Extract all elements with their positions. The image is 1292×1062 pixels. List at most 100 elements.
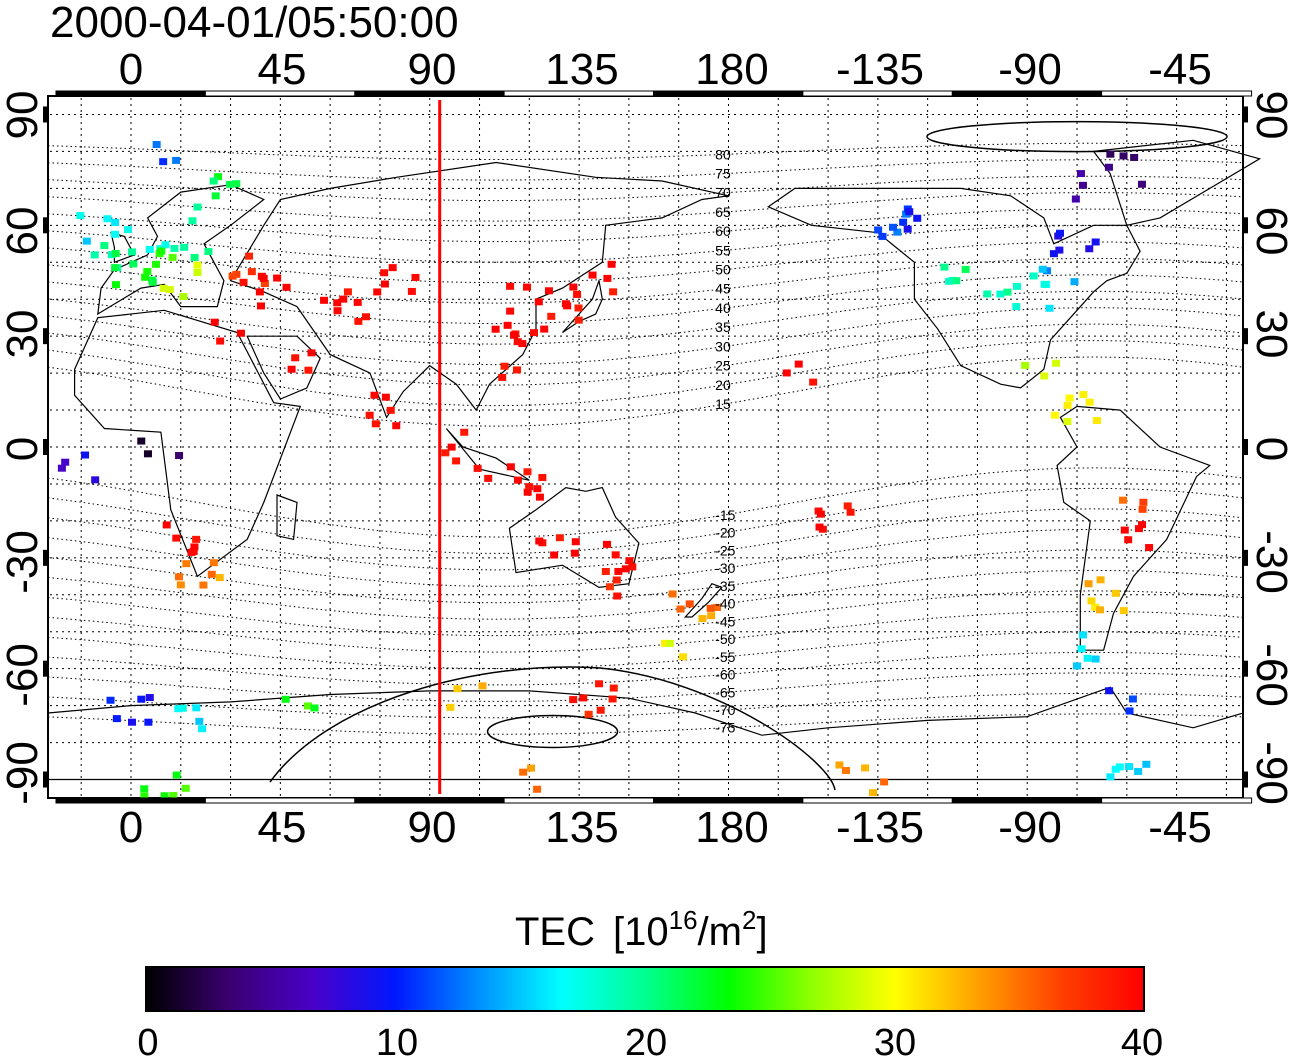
colorbar-ticks: 0 10 20 30 40 (137, 1022, 1163, 1062)
magnetic-contour (47, 241, 1244, 284)
tec-observation-patch (525, 483, 534, 491)
contour-label: -65 (715, 684, 735, 700)
colorbar-tick-label: 40 (1121, 1022, 1163, 1057)
left-lat-label: -90 (0, 741, 47, 805)
tec-observation-patch (282, 283, 291, 291)
frame-tick-right (1243, 106, 1248, 123)
contour-label: 50 (715, 262, 731, 278)
tec-observation-patch (996, 290, 1005, 298)
contour-label: -35 (715, 578, 735, 594)
tec-observation-patch (676, 605, 685, 613)
tec-observation-patch (216, 337, 225, 345)
frame-tick-bottom (652, 797, 804, 804)
coastline-nz (683, 582, 723, 618)
south-contour-solid (269, 666, 836, 791)
tec-observation-patch (172, 156, 181, 164)
tec-observation-patch (713, 603, 722, 611)
tec-observation-patch (573, 290, 582, 298)
top-lon-axis: 0 45 90 135 180 -135 -90 -45 (119, 45, 1212, 94)
tec-observation-patch (880, 778, 889, 786)
tec-observation-patch (1096, 576, 1105, 584)
tec-observation-patch (307, 349, 316, 357)
tec-observation-patch (535, 537, 544, 545)
contour-label: 15 (715, 396, 731, 412)
tec-observation-patch (144, 718, 153, 726)
tec-observation-patch (1134, 767, 1143, 775)
tec-observation-patch (1065, 394, 1074, 402)
frame-tick-bottom (55, 797, 207, 804)
frame-tick-bottom (802, 797, 954, 804)
tec-observation-patch (245, 252, 254, 260)
tec-observation-patch (1091, 655, 1100, 663)
tec-observation-patch (903, 225, 912, 233)
tec-observation-patch (678, 653, 687, 661)
tec-observation-patch (354, 317, 363, 325)
tec-observation-patch (1043, 267, 1052, 275)
tec-observation-patch (595, 680, 604, 688)
tec-observation-patch (555, 534, 564, 542)
tec-observation-patch (1055, 246, 1064, 254)
tec-observation-patch (441, 449, 450, 457)
tec-observation-patch (1124, 536, 1133, 544)
tec-observation-patch (353, 298, 362, 306)
magnetic-latitude-contours (47, 120, 1244, 791)
tec-observation-patch (815, 523, 824, 531)
tec-observation-patch (257, 272, 266, 280)
contour-label: -40 (715, 596, 735, 612)
contour-label: 30 (715, 338, 731, 354)
magnetic-contour (47, 651, 1244, 686)
tec-observation-patch (1040, 372, 1049, 380)
tec-observation-patch (137, 695, 146, 703)
tec-observation-patch (503, 321, 512, 329)
tec-observation-patch (608, 695, 617, 703)
tec-observation-patch (1087, 597, 1096, 605)
tec-observation-patch (1078, 181, 1087, 189)
tec-observation-patch (140, 792, 149, 800)
tec-observation-patch (281, 695, 290, 703)
tec-observation-patch (1083, 654, 1092, 662)
timestamp-title: 2000-04-01/05:50:00 (50, 0, 459, 47)
tec-observation-patch (1084, 580, 1093, 588)
contour-label: 55 (715, 242, 731, 258)
left-lat-label: 60 (0, 207, 47, 256)
tec-observation-patch (535, 493, 544, 501)
tec-observation-patch (143, 450, 152, 458)
tec-observation-patch (513, 338, 522, 346)
tec-observation-patch (192, 535, 201, 543)
magnetic-contour (47, 208, 1244, 243)
tec-observation-patch (1003, 288, 1012, 296)
contour-label: 60 (715, 223, 731, 239)
tec-observation-patch (1050, 411, 1059, 419)
tec-observation-patch (1056, 229, 1065, 237)
tec-observation-patch (1085, 245, 1094, 253)
tec-observation-patch (214, 173, 223, 181)
top-lon-label: 45 (258, 45, 307, 94)
tec-observation-patch (601, 567, 610, 575)
tec-observation-patch (211, 192, 220, 200)
contour-label: -30 (715, 560, 735, 576)
tec-observation-patch (256, 302, 265, 310)
tec-observation-patch (141, 273, 150, 281)
frame-tick-bottom (1101, 797, 1253, 804)
tec-observation-patch (407, 287, 416, 295)
top-lon-label: 135 (545, 45, 618, 94)
tec-observation-patch (1095, 606, 1104, 614)
tec-observation-patch (175, 452, 184, 460)
frame-tick-right (1243, 217, 1248, 234)
tec-observation-patch (129, 260, 138, 268)
tec-observation-patch (905, 208, 914, 216)
frame-tick-left (43, 660, 48, 677)
tec-observation-patch (190, 543, 199, 551)
tec-observation-patch (362, 313, 371, 321)
tec-observation-patch (1091, 238, 1100, 246)
tec-observation-patch (513, 476, 522, 484)
tec-observation-patch (460, 428, 469, 436)
tec-observation-patch (103, 215, 112, 223)
contour-label: -15 (715, 507, 735, 523)
contour-label: -55 (715, 649, 735, 665)
right-lat-label: -30 (1247, 530, 1292, 594)
contour-label: 40 (715, 300, 731, 316)
tec-observation-patch (145, 245, 154, 253)
tec-observation-patch (878, 232, 887, 240)
tec-observation-patch (1111, 589, 1120, 597)
